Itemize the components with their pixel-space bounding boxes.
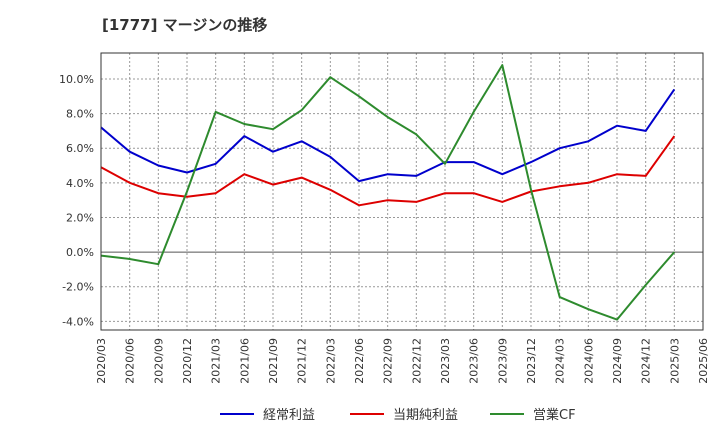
- x-tick-label: 2021/12: [296, 338, 309, 384]
- x-tick-label: 2024/06: [582, 338, 595, 384]
- y-tick-label: 0.0%: [66, 246, 94, 259]
- legend-label: 営業CF: [533, 407, 576, 423]
- y-tick-label: -4.0%: [62, 315, 94, 328]
- x-tick-label: 2023/03: [439, 338, 452, 384]
- x-tick-label: 2022/12: [410, 338, 423, 384]
- x-tick-label: 2025/03: [668, 338, 681, 384]
- x-tick-label: 2020/03: [95, 338, 108, 384]
- y-tick-label: 4.0%: [66, 177, 94, 190]
- x-tick-label: 2024/12: [640, 338, 653, 384]
- x-tick-label: 2023/09: [496, 338, 509, 384]
- y-tick-label: 8.0%: [66, 108, 94, 121]
- x-tick-label: 2024/03: [554, 338, 567, 384]
- y-axis-ticks: 10.0% 8.0% 6.0% 4.0% 2.0% 0.0% -2.0% -4.0%: [59, 73, 94, 328]
- chart-title: [1777] マージンの推移: [102, 16, 268, 34]
- x-tick-label: 2022/06: [353, 338, 366, 384]
- x-tick-label: 2021/03: [210, 338, 223, 384]
- x-tick-label: 2024/09: [611, 338, 624, 384]
- plot-area-frame: [100, 52, 704, 331]
- x-tick-label: 2020/12: [181, 338, 194, 384]
- series-lines: [100, 64, 676, 321]
- y-tick-label: 6.0%: [66, 142, 94, 155]
- x-axis-ticks: 2020/03 2020/06 2020/09 2020/12 2021/03 2021/…: [95, 338, 710, 384]
- x-tick-label: 2020/06: [124, 338, 137, 384]
- x-tick-label: 2023/12: [525, 338, 538, 384]
- legend-label: 当期純利益: [393, 408, 458, 423]
- y-tick-label: 2.0%: [66, 211, 94, 224]
- gridlines: [101, 53, 703, 330]
- x-tick-label: 2023/06: [468, 338, 481, 384]
- x-tick-label: 2022/03: [324, 338, 337, 384]
- y-tick-label: 10.0%: [59, 73, 94, 86]
- x-tick-label: 2022/09: [382, 338, 395, 384]
- x-tick-label: 2021/06: [238, 338, 251, 384]
- x-tick-label: 2021/09: [267, 338, 280, 384]
- x-tick-label: 2020/09: [152, 338, 165, 384]
- legend-label: 経常利益: [263, 408, 315, 423]
- series-line-経常利益: [100, 88, 676, 183]
- x-tick-label: 2025/06: [697, 338, 710, 384]
- series-line-営業CF: [100, 64, 676, 321]
- legend: 経常利益 当期純利益 営業CF: [220, 407, 576, 423]
- y-tick-label: -2.0%: [62, 281, 94, 294]
- series-line-当期純利益: [100, 135, 676, 207]
